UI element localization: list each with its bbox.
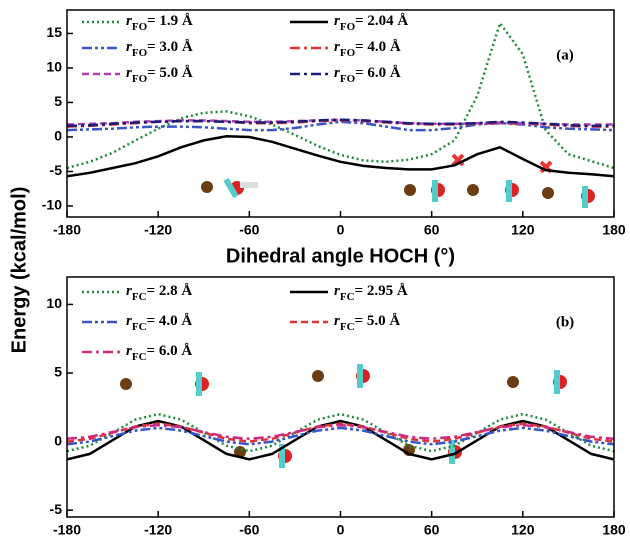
x-tick-label: 180 [602,222,626,238]
y-tick-label: 5 [54,364,62,380]
legend-label: rFC= 2.95 Å [334,283,408,302]
legend-label: rFO= 3.0 Å [126,39,193,58]
x-tick-label: -120 [144,522,172,538]
x-tick-label: 120 [511,222,535,238]
plot-frame [66,9,615,218]
x-tick-label: 60 [424,522,440,538]
legend-label: rFO= 4.0 Å [334,39,401,58]
y-tick-label: 15 [46,24,62,40]
x-tick-label: -180 [53,222,81,238]
panel-label: (a) [556,47,574,63]
x-tick-label: 0 [337,522,345,538]
legend-label: rFO= 2.04 Å [334,13,408,32]
x-tick-label: 120 [511,522,535,538]
legend-label: rFC= 2.8 Å [126,283,192,302]
legend-label: rFO= 1.9 Å [126,13,193,32]
y-tick-label: 5 [54,93,62,109]
y-axis-title: Energy (kcal/mol) [8,187,30,354]
series-line [67,135,614,178]
series-line [67,422,614,443]
y-tick-label: 10 [46,59,62,75]
plot-frame [66,276,615,518]
x-tick-label: -60 [239,222,259,238]
legend-label: rFO= 5.0 Å [126,65,193,84]
series-line [67,426,614,446]
series-line [67,118,614,128]
y-tick-label: -5 [50,501,63,517]
y-tick-label: 0 [54,128,62,144]
y-tick-label: 10 [46,295,62,311]
x-tick-label: -120 [144,222,172,238]
x-tick-label: 0 [337,222,345,238]
x-tick-label: 180 [602,522,626,538]
legend-label: rFC= 5.0 Å [334,313,400,332]
y-tick-label: -5 [50,162,63,178]
y-tick-label: 0 [54,432,62,448]
legend-label: rFC= 4.0 Å [126,313,192,332]
series-line [67,423,614,441]
legend-label: rFO= 6.0 Å [334,65,401,84]
x-tick-label: -180 [53,522,81,538]
y-tick-label: -10 [42,197,62,213]
x-tick-label: -60 [239,522,259,538]
molecule-decor [120,153,595,468]
series-line [67,412,614,453]
legend-label: rFC= 6.0 Å [126,343,192,362]
x-axis-title: Dihedral angle HOCH (°) [226,245,455,267]
x-tick-label: 60 [424,222,440,238]
series-line [67,419,614,461]
panel-label: (b) [556,314,574,330]
